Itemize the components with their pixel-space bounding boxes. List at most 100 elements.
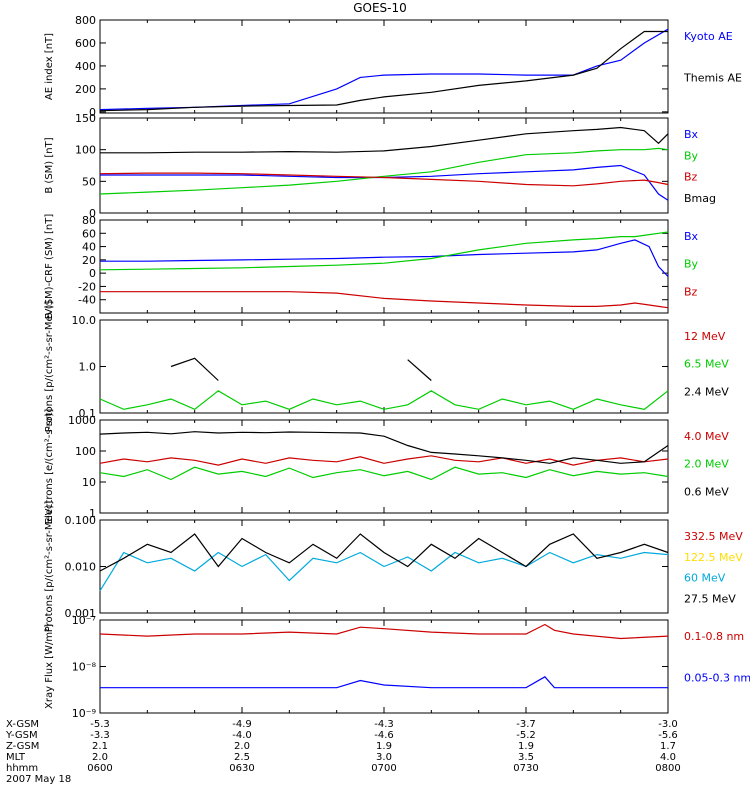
legend-entry: 27.5 MeV bbox=[684, 592, 736, 605]
y-tick-label: 10⁻⁹ bbox=[72, 707, 96, 720]
orbit-value: -4.3 bbox=[374, 719, 394, 730]
y-axis-label: Protons [p/(cm²-s-sr-MeV)] bbox=[44, 501, 55, 633]
y-tick-label: 100 bbox=[75, 144, 96, 157]
y-tick-label: 400 bbox=[75, 60, 96, 73]
orbit-value: -5.3 bbox=[90, 719, 110, 730]
panel-4: 0.1 1.0 10.0 Protons [p/(cm²-s-sr-MeV)] 12 M… bbox=[44, 301, 729, 433]
series-line bbox=[99, 172, 669, 187]
y-tick-label: 0 bbox=[89, 106, 96, 119]
y-tick-label: -20 bbox=[78, 280, 96, 293]
panel-7: 10⁻⁹ 10⁻⁸ 10⁻⁷ Xray Flux [W/m²] 0.1-0.8 nm 0.… bbox=[44, 614, 750, 720]
legend-entry: 12 MeV bbox=[684, 330, 726, 343]
orbit-value: 1.7 bbox=[660, 741, 676, 752]
orbit-value: 4.0 bbox=[660, 752, 676, 763]
y-tick-label: 0.010 bbox=[65, 561, 97, 574]
series-line bbox=[100, 239, 669, 277]
panel-6: 0.001 0.010 0.100 Protons [p/(cm²-s-sr-MeV)… bbox=[44, 501, 743, 633]
legend-entry: Kyoto AE bbox=[684, 30, 733, 43]
series-line bbox=[99, 30, 668, 112]
y-tick-label: 150 bbox=[75, 112, 96, 125]
series-line bbox=[100, 164, 669, 201]
series-line bbox=[99, 231, 669, 271]
orbit-value: 3.5 bbox=[518, 752, 534, 763]
legend-entry: 0.1-0.8 nm bbox=[684, 630, 744, 643]
orbit-table: X-GSM -5.3 -4.9 -4.3 -3.7 -3.0 Y-GSM -3.3 -4.0 -4… bbox=[5, 719, 681, 785]
series-line bbox=[99, 466, 669, 481]
date-label: 2007 May 18 bbox=[6, 774, 71, 785]
orbit-value: 0600 bbox=[87, 763, 112, 774]
legend-entry: 60 MeV bbox=[684, 572, 726, 585]
orbit-value: 2.1 bbox=[92, 741, 108, 752]
orbit-value: -4.0 bbox=[232, 730, 252, 741]
orbit-row-label: hhmm bbox=[6, 763, 38, 774]
series-line bbox=[99, 551, 669, 592]
legend-entry: Bmag bbox=[684, 192, 716, 205]
orbit-value: 0800 bbox=[655, 763, 680, 774]
series-line bbox=[100, 126, 669, 154]
y-tick-label: 50 bbox=[82, 175, 96, 188]
orbit-value: 0730 bbox=[513, 763, 538, 774]
y-tick-label: 800 bbox=[75, 14, 96, 27]
y-tick-label: 10⁻⁸ bbox=[72, 661, 97, 674]
series-line bbox=[99, 455, 669, 466]
legend-entry: Bz bbox=[684, 171, 698, 184]
orbit-value: -5.6 bbox=[658, 730, 678, 741]
orbit-value: 2.5 bbox=[234, 752, 250, 763]
legend-entry: 0.05-0.3 nm bbox=[684, 672, 750, 685]
legend-entry: 2.0 MeV bbox=[684, 458, 729, 471]
y-tick-label: 100 bbox=[75, 445, 96, 458]
y-tick-label: 40 bbox=[82, 241, 96, 254]
legend-entry: By bbox=[684, 149, 699, 162]
y-tick-label: 10⁻⁷ bbox=[72, 614, 96, 627]
y-tick-label: 0.001 bbox=[65, 607, 97, 620]
chart-title: GOES-10 bbox=[353, 1, 407, 15]
legend-entry: Bz bbox=[684, 285, 698, 298]
y-tick-label: 20 bbox=[82, 254, 96, 267]
y-tick-label: 0.100 bbox=[65, 514, 97, 527]
panel-frame bbox=[99, 19, 669, 114]
legend-entry: Bx bbox=[684, 128, 699, 141]
orbit-row-label: MLT bbox=[6, 752, 26, 763]
y-axis-label: B (SM)-CRF (SM) [nT] bbox=[44, 214, 55, 320]
y-axis-label: Xray Flux [W/m²] bbox=[44, 624, 55, 709]
series-line bbox=[170, 357, 219, 381]
orbit-row-label: X-GSM bbox=[6, 719, 39, 730]
panel-1: 0 200 400 600 800 AE index [nT] Kyoto AE Themis… bbox=[44, 14, 742, 119]
orbit-value: 0630 bbox=[229, 763, 254, 774]
orbit-value: 0700 bbox=[371, 763, 396, 774]
series-line bbox=[99, 533, 669, 572]
legend-entry: 4.0 MeV bbox=[684, 430, 729, 443]
series-line bbox=[100, 676, 668, 689]
orbit-value: -5.2 bbox=[516, 730, 536, 741]
orbit-value: 2.0 bbox=[92, 752, 108, 763]
y-tick-label: 0 bbox=[89, 207, 96, 220]
y-tick-label: 1 bbox=[89, 507, 96, 520]
y-tick-label: 0 bbox=[89, 267, 96, 280]
series-line bbox=[99, 147, 669, 195]
series-line bbox=[100, 291, 669, 309]
panel-frame bbox=[99, 219, 669, 314]
orbit-value: 1.9 bbox=[518, 741, 534, 752]
legend-entry: 0.6 MeV bbox=[684, 485, 729, 498]
orbit-value: -3.7 bbox=[516, 719, 536, 730]
panel-2: 0 50 100 150 B (SM) [nT] Bx By Bz Bmag bbox=[44, 112, 716, 220]
y-axis-label: Electrons [e/(cm²-s-sr)] bbox=[44, 409, 55, 525]
legend-entry: 332.5 MeV bbox=[684, 530, 743, 543]
legend-entry: 2.4 MeV bbox=[684, 385, 729, 398]
orbit-value: 3.0 bbox=[376, 752, 392, 763]
orbit-row-label: Z-GSM bbox=[6, 741, 39, 752]
orbit-row-label: Y-GSM bbox=[5, 730, 38, 741]
y-tick-label: 10.0 bbox=[72, 314, 97, 327]
legend-entry: Themis AE bbox=[683, 72, 742, 85]
legend-entry: 122.5 MeV bbox=[684, 551, 743, 564]
panel-frame bbox=[99, 319, 669, 414]
orbit-value: -4.6 bbox=[374, 730, 394, 741]
legend-entry: By bbox=[684, 258, 699, 271]
y-tick-label: 0.1 bbox=[79, 407, 97, 420]
series-line bbox=[99, 28, 669, 111]
y-tick-label: 600 bbox=[75, 37, 96, 50]
panel-frame bbox=[99, 117, 669, 214]
orbit-value: -3.3 bbox=[90, 730, 110, 741]
panel-5: 1 10 100 1000 Electrons [e/(cm²-s-sr)] 4.0 Me… bbox=[44, 409, 729, 525]
